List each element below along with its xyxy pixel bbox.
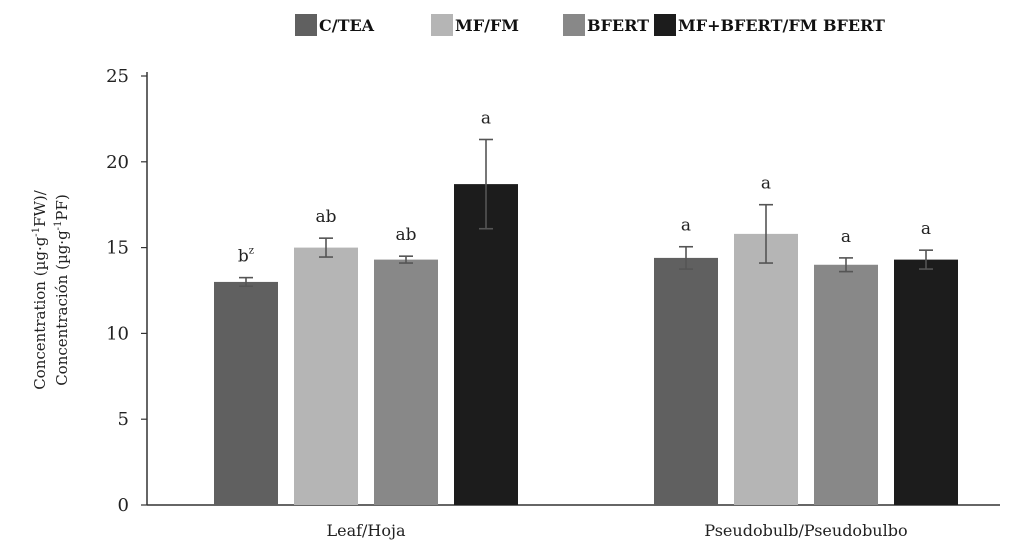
y-tick-label: 25 bbox=[106, 66, 129, 87]
legend: C/TEA MF/FM BFERT MF+BFERT/FM BFERT bbox=[295, 14, 885, 36]
y-axis-label-line1: Concentration (µg·g-1FW)/ bbox=[31, 189, 49, 390]
bar bbox=[734, 234, 798, 505]
x-category-label: Leaf/Hoja bbox=[326, 521, 405, 540]
significance-letter: bz bbox=[238, 246, 254, 267]
legend-label: MF+BFERT/FM BFERT bbox=[678, 16, 885, 35]
bar bbox=[654, 258, 718, 505]
significance-letter: ab bbox=[315, 207, 336, 227]
y-tick-label: 5 bbox=[118, 409, 129, 430]
y-axis: 0 5 10 15 20 25 bbox=[106, 66, 147, 516]
legend-label: C/TEA bbox=[319, 16, 375, 35]
x-category-label: Pseudobulb/Pseudobulbo bbox=[704, 521, 907, 540]
bar bbox=[374, 260, 438, 505]
significance-letter: a bbox=[921, 219, 931, 239]
legend-swatch bbox=[563, 14, 585, 36]
significance-letter: a bbox=[841, 227, 851, 247]
legend-label: BFERT bbox=[587, 16, 649, 35]
y-tick-label: 10 bbox=[106, 323, 129, 344]
legend-swatch bbox=[431, 14, 453, 36]
legend-swatch bbox=[295, 14, 317, 36]
bar bbox=[454, 184, 518, 505]
bar bbox=[894, 260, 958, 505]
y-axis-label-line2: Concentración (µg·g-1PF) bbox=[53, 194, 71, 386]
significance-letter: a bbox=[761, 174, 771, 194]
bar bbox=[214, 282, 278, 505]
bar bbox=[814, 265, 878, 505]
legend-swatch bbox=[654, 14, 676, 36]
significance-letter: ab bbox=[395, 225, 416, 245]
category-labels: Leaf/Hoja Pseudobulb/Pseudobulbo bbox=[326, 521, 907, 540]
y-tick-label: 15 bbox=[106, 238, 129, 259]
bars: bz ab ab a a a a a bbox=[214, 108, 958, 505]
significance-letter: a bbox=[681, 216, 691, 236]
y-tick-label: 0 bbox=[118, 495, 129, 516]
significance-letter: a bbox=[481, 108, 491, 128]
legend-label: MF/FM bbox=[455, 16, 519, 35]
y-tick-label: 20 bbox=[106, 152, 129, 173]
bar bbox=[294, 248, 358, 505]
